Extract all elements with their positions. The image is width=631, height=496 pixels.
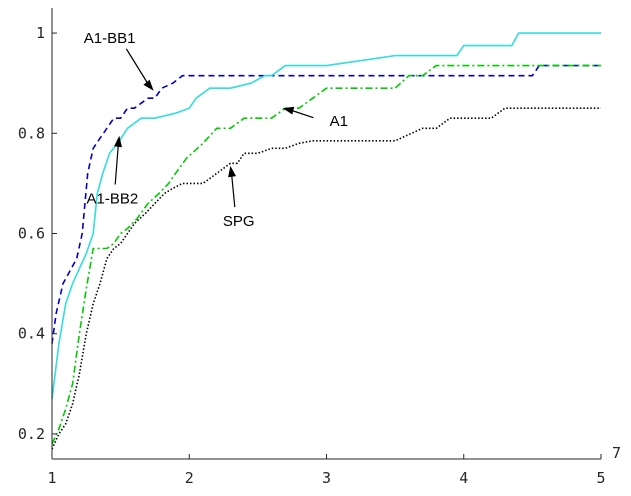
- x-tick-label: 5: [596, 469, 605, 487]
- series-line-a1-bb2: [51, 32, 601, 399]
- annotation-arrowhead-spg: [228, 165, 236, 178]
- annotation-arrowhead-a1: [282, 106, 295, 115]
- y-tick-label: 0.4: [18, 325, 45, 343]
- x-tick-label: 1: [47, 469, 56, 487]
- annotation-arrowhead-a1-bb2: [114, 135, 122, 148]
- x-tick-label: 4: [459, 469, 468, 487]
- annotation-arrow-a1-bb1: [125, 48, 149, 85]
- series-line-a1-bb1: [51, 64, 601, 344]
- annotation-arrowhead-a1-bb1: [143, 79, 154, 91]
- y-tick-label: 0.6: [18, 225, 45, 243]
- series-layer: [51, 32, 601, 450]
- axes-layer: 1 2 3 4 5 0.2 0.4 0.6 0.8 1: [18, 8, 606, 487]
- annotations-layer: A1-BB1 A1-BB2 A1 SPG: [84, 30, 348, 230]
- annotation-label-a1: A1: [330, 113, 348, 130]
- annotation-label-a1-bb2: A1-BB2: [87, 190, 139, 207]
- annotation-label-a1-bb1: A1-BB1: [84, 30, 136, 47]
- annotation-label-spg: SPG: [223, 213, 255, 230]
- annotation-arrow-a1-bb2: [114, 143, 119, 185]
- annotation-arrow-a1: [290, 109, 314, 119]
- y-tick-label: 0.8: [18, 124, 45, 142]
- x-tick-label: 3: [322, 469, 331, 487]
- x-axis-exponent-label: 7: [612, 444, 621, 462]
- series-line-a1: [51, 64, 601, 445]
- annotation-arrow-spg: [231, 173, 236, 208]
- y-tick-label: 1: [36, 24, 45, 42]
- x-tick-label: 2: [185, 469, 194, 487]
- y-tick-label: 0.2: [18, 425, 45, 443]
